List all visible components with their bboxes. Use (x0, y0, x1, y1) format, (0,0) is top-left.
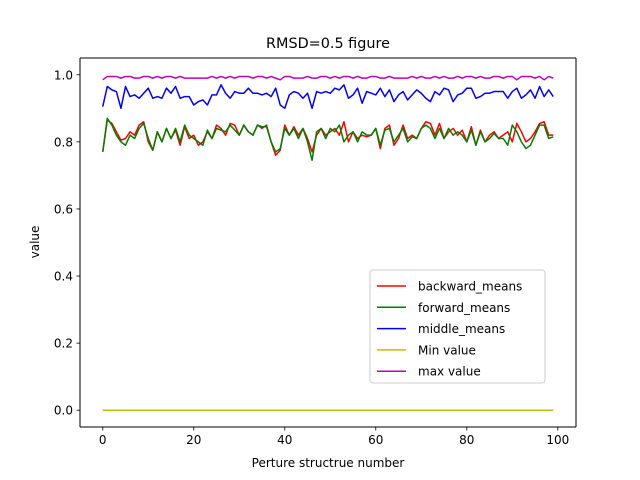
y-tick-label: 0.6 (54, 202, 73, 216)
x-tick-label: 80 (459, 433, 474, 447)
x-tick-label: 100 (546, 433, 569, 447)
chart-title: RMSD=0.5 figure (266, 36, 390, 52)
legend-label: forward_means (418, 301, 510, 315)
series-line-middle-means (102, 84, 554, 110)
series-line-max-value (102, 75, 554, 81)
legend-label: Min value (418, 343, 476, 357)
legend-items: backward_means forward_means middle_means M… (377, 280, 522, 379)
plot-area: 0 20 40 60 80 100 0.0 0.2 0.4 0.6 0.8 1.0 (54, 57, 577, 447)
legend-label: max value (418, 365, 481, 379)
y-tick-label: 0.2 (54, 337, 73, 351)
x-tick-label: 0 (99, 433, 107, 447)
legend: backward_means forward_means middle_means M… (369, 269, 546, 384)
y-axis-ticks: 0.0 0.2 0.4 0.6 0.8 1.0 (54, 68, 80, 418)
x-axis-title: Perture structrue number (252, 456, 405, 470)
y-tick-label: 1.0 (54, 68, 73, 82)
legend-label: middle_means (418, 322, 505, 336)
series-layer (102, 75, 554, 411)
x-tick-label: 20 (186, 433, 201, 447)
y-tick-label: 0.0 (54, 404, 73, 418)
legend-label: backward_means (418, 280, 522, 294)
y-axis-title: value (28, 226, 42, 259)
y-tick-label: 0.4 (54, 270, 73, 284)
axes-frame (79, 57, 577, 428)
x-tick-label: 60 (368, 433, 383, 447)
series-line-forward-means (102, 117, 554, 162)
x-tick-label: 40 (277, 433, 292, 447)
legend-box (369, 269, 546, 384)
x-axis-ticks: 0 20 40 60 80 100 (99, 427, 569, 447)
y-tick-label: 0.8 (54, 135, 73, 149)
